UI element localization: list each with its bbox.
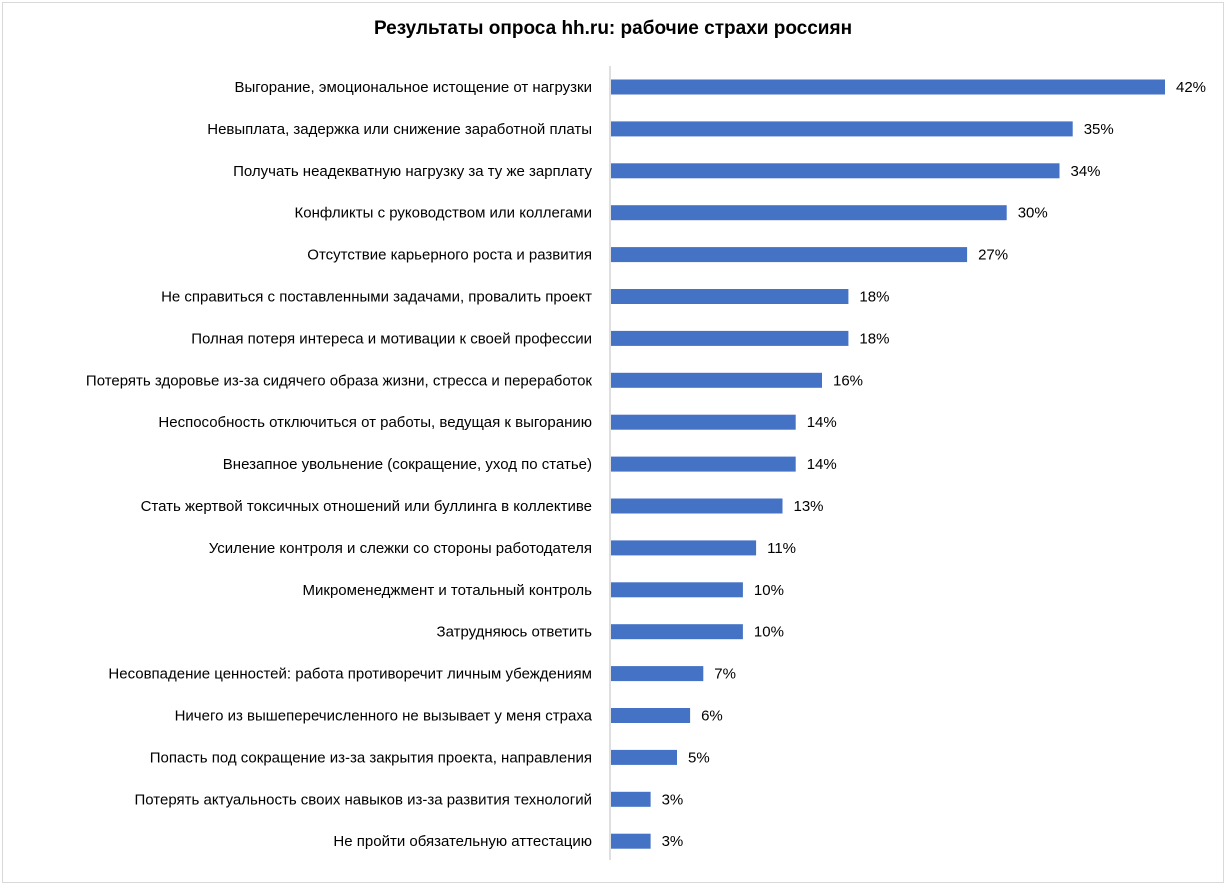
value-label: 18% xyxy=(859,289,889,306)
value-label: 18% xyxy=(859,330,889,347)
bar xyxy=(611,540,757,556)
bar xyxy=(611,456,796,472)
bar xyxy=(611,372,822,388)
value-label: 42% xyxy=(1176,79,1206,96)
category-label: Выгорание, эмоциональное истощение от на… xyxy=(235,79,593,96)
value-labels-group: 42% 35% 34% 30% 27% 18% 18% 16% 14% 14% 13% 11% 10% 1… xyxy=(662,79,1206,850)
value-label: 5% xyxy=(688,749,710,766)
category-label: Не пройти обязательную аттестацию xyxy=(333,833,592,850)
bar xyxy=(611,791,651,807)
category-label: Стать жертвой токсичных отношений или бу… xyxy=(141,498,592,515)
category-label: Попасть под сокращение из-за закрытия пр… xyxy=(150,749,592,766)
value-label: 7% xyxy=(714,666,736,683)
category-label: Получать неадекватную нагрузку за ту же … xyxy=(233,163,592,180)
value-label: 30% xyxy=(1018,205,1048,222)
category-label: Ничего из вышеперечисленного не вызывает… xyxy=(175,708,593,725)
bar xyxy=(611,121,1073,137)
value-label: 27% xyxy=(978,247,1008,264)
value-label: 34% xyxy=(1071,163,1101,180)
bar xyxy=(611,708,691,723)
value-label: 16% xyxy=(833,372,863,389)
category-label: Отсутствие карьерного роста и развития xyxy=(307,247,592,264)
value-label: 10% xyxy=(754,624,784,641)
category-label: Усиление контроля и слежки со стороны ра… xyxy=(209,540,592,557)
chart-title: Результаты опроса hh.ru: рабочие страхи … xyxy=(373,18,853,39)
bar xyxy=(611,163,1060,179)
category-label: Затрудняюсь ответить xyxy=(437,624,593,641)
value-label: 11% xyxy=(767,540,796,557)
bar xyxy=(611,498,783,514)
bar xyxy=(611,833,651,849)
category-label: Конфликты с руководством или коллегами xyxy=(295,205,592,222)
bar xyxy=(611,79,1165,95)
bar xyxy=(611,330,849,346)
value-label: 3% xyxy=(662,833,684,850)
bar xyxy=(611,247,968,263)
category-label: Несовпадение ценностей: работа противоре… xyxy=(108,666,592,683)
category-label: Потерять здоровье из-за сидячего образа … xyxy=(86,372,593,389)
category-label: Микроменеджмент и тотальный контроль xyxy=(303,582,593,599)
bar xyxy=(611,414,796,430)
value-label: 3% xyxy=(662,791,684,808)
value-label: 14% xyxy=(807,414,837,431)
bar xyxy=(611,582,743,598)
value-label: 10% xyxy=(754,582,784,599)
category-label: Внезапное увольнение (сокращение, уход п… xyxy=(223,456,592,473)
bar xyxy=(611,289,849,304)
bar xyxy=(611,624,743,640)
value-label: 14% xyxy=(807,456,837,473)
category-label: Неспособность отключиться от работы, вед… xyxy=(158,414,592,431)
category-label: Невыплата, задержка или снижение заработ… xyxy=(207,121,592,138)
category-label: Потерять актуальность своих навыков из-з… xyxy=(134,791,592,808)
value-label: 6% xyxy=(701,708,723,725)
category-labels-group: Выгорание, эмоциональное истощение от на… xyxy=(86,79,593,850)
bar xyxy=(611,205,1007,221)
value-label: 13% xyxy=(794,498,824,515)
bar xyxy=(611,666,704,682)
category-label: Полная потеря интереса и мотивации к сво… xyxy=(191,330,592,347)
bar xyxy=(611,749,677,765)
category-label: Не справиться с поставленными задачами, … xyxy=(161,289,592,306)
bars-group xyxy=(611,79,1165,849)
value-label: 35% xyxy=(1084,121,1114,138)
